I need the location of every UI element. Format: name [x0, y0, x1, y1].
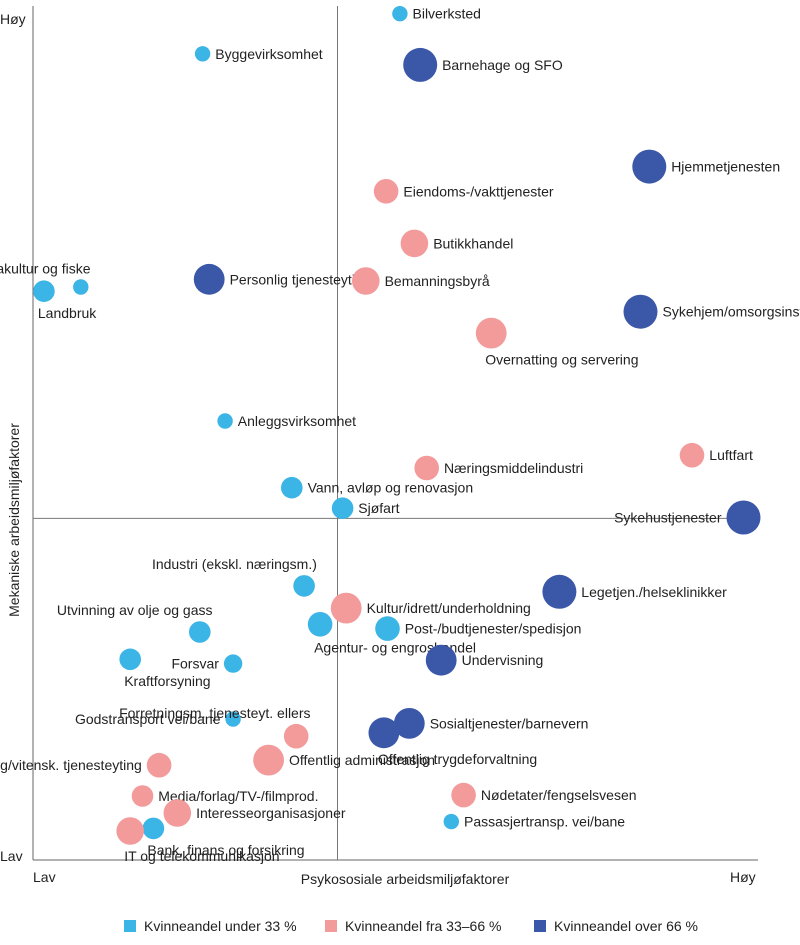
point-label-forsvar: Forsvar	[171, 656, 219, 672]
point-label-byggevirksomhet: Byggevirksomhet	[215, 46, 322, 62]
point-utvinning-av-olje-og-gass	[189, 621, 211, 643]
point-bank-finans-og-forsikring	[142, 817, 165, 840]
point-label-industri-ekskl-næringsm: Industri (ekskl. næringsm.)	[152, 556, 317, 572]
legend-swatch-low	[124, 920, 136, 932]
point-label-godstransport-vei-bane: Godstransport vei/bane	[75, 711, 221, 727]
point-label-landbruk: Landbruk	[38, 305, 97, 321]
legend-swatch-mid	[325, 920, 337, 932]
point-offentlig-administrasjon	[253, 744, 284, 776]
point-eiendoms-vakttjenester	[373, 179, 399, 204]
point-anleggsvirksomhet	[217, 413, 233, 429]
legend-label-mid: Kvinneandel fra 33–66 %	[345, 918, 501, 934]
point-kraftforsyning	[119, 648, 141, 671]
point-interesseorganisasjoner	[163, 799, 192, 827]
y-axis-high-label: Høy	[0, 11, 26, 27]
point-label-sosialtjenester-barnevern: Sosialtjenester/barnevern	[430, 715, 589, 731]
point-label-nødetater-fengselsvesen: Nødetater/fengselsvesen	[481, 787, 637, 803]
point-label-bank-finans-og-forsikring: Bank, finans og forsikring	[147, 842, 304, 858]
point-label-post-budtjenester-spedisjon: Post-/budtjenester/spedisjon	[405, 621, 582, 637]
point-label-vann-avløp-og-renovasjon: Vann, avløp og renovasjon	[308, 480, 474, 496]
point-faglig-vitensk-tjenesteyting	[146, 752, 172, 778]
point-sykehjem-omsorgsinst	[623, 294, 658, 329]
point-it-og-telekommunikasjon	[116, 817, 144, 845]
point-passasjertransp-vei-bane	[443, 813, 459, 830]
point-label-utvinning-av-olje-og-gass: Utvinning av olje og gass	[57, 602, 213, 618]
point-agentur-og-engroshandel	[307, 612, 333, 637]
point-label-eiendoms-vakttjenester: Eiendoms-/vakttjenester	[403, 183, 554, 199]
point-label-passasjertransp-vei-bane: Passasjertransp. vei/bane	[464, 814, 625, 830]
point-label-sykehustjenester: Sykehustjenester	[614, 510, 722, 526]
point-kultur-idrett-underholdning	[330, 592, 362, 624]
point-label-overnatting-og-servering: Overnatting og servering	[485, 352, 638, 368]
point-label-faglig-vitensk-tjenesteyting: Faglig/vitensk. tjenesteyting	[0, 757, 142, 773]
point-næringsmiddelindustri	[414, 455, 440, 481]
point-akvakultur-og-fiske	[73, 279, 89, 295]
point-landbruk	[33, 280, 55, 303]
legend-label-high: Kvinneandel over 66 %	[554, 918, 698, 934]
legend-swatch-high	[534, 920, 546, 932]
point-label-media-forlag-tv-filmprod: Media/forlag/TV-/filmprod.	[158, 788, 318, 804]
point-label-bemanningsbyrå: Bemanningsbyrå	[385, 273, 490, 289]
point-label-interesseorganisasjoner: Interesseorganisasjoner	[196, 805, 346, 821]
point-butikkhandel	[400, 229, 429, 258]
point-label-butikkhandel: Butikkhandel	[433, 235, 513, 251]
legend: Kvinneandel under 33 % Kvinneandel fra 3…	[124, 918, 698, 934]
point-sjøfart	[331, 497, 354, 519]
point-nødetater-fengselsvesen	[451, 782, 476, 808]
point-personlig-tjenesteyting	[193, 263, 225, 295]
point-legetjen-helseklinikker	[542, 574, 577, 609]
point-post-budtjenester-spedisjon	[375, 616, 400, 641]
point-label-sykehjem-omsorgsinst: Sykehjem/omsorgsinst.	[663, 304, 800, 320]
point-label-akvakultur-og-fiske: Akvakultur og fiske	[0, 260, 91, 276]
point-label-offentlig-administrasjon: Offentlig administrasjon	[289, 752, 435, 768]
y-axis-title: Mekaniske arbeidsmiljøfaktorer	[6, 423, 22, 617]
point-label-forretningsm-tjenesteyt-ellers: Forretningsm. tjenesteyt. ellers	[119, 705, 310, 721]
point-industri-ekskl-næringsm	[293, 575, 315, 597]
point-label-kraftforsyning: Kraftforsyning	[124, 673, 210, 689]
point-label-kultur-idrett-underholdning: Kultur/idrett/underholdning	[367, 600, 531, 616]
point-sykehustjenester	[726, 500, 761, 535]
point-label-hjemmetjenesten: Hjemmetjenesten	[671, 159, 780, 175]
point-offentlig-trygdeforvaltning	[368, 717, 400, 749]
x-axis-high-label: Høy	[730, 869, 756, 885]
point-label-barnehage-og-sfo: Barnehage og SFO	[442, 57, 563, 73]
point-label-undervisning: Undervisning	[462, 652, 544, 668]
x-axis-low-label: Lav	[33, 869, 56, 885]
point-vann-avløp-og-renovasjon	[281, 476, 303, 499]
point-label-luftfart: Luftfart	[709, 447, 753, 463]
point-label-legetjen-helseklinikker: Legetjen./helseklinikker	[581, 584, 727, 600]
point-bemanningsbyrå	[352, 267, 380, 295]
point-luftfart	[679, 442, 705, 468]
point-forsvar	[223, 654, 243, 673]
point-label-sjøfart: Sjøfart	[358, 500, 399, 516]
point-bilverksted	[392, 6, 408, 22]
legend-label-low: Kvinneandel under 33 %	[144, 918, 297, 934]
point-undervisning	[425, 644, 457, 676]
y-axis-low-label: Lav	[0, 848, 23, 864]
point-hjemmetjenesten	[632, 149, 667, 184]
point-label-bilverksted: Bilverksted	[413, 6, 481, 22]
data-points: Bilverksted Byggevirksomhet Barnehage og S…	[0, 6, 800, 864]
point-label-offentlig-trygdeforvaltning: Offentlig trygdeforvaltning	[378, 751, 537, 767]
point-barnehage-og-sfo	[403, 47, 438, 82]
point-label-it-og-telekommunikasjon: IT og telekommunikasjon	[124, 848, 279, 864]
point-label-personlig-tjenesteyting: Personlig tjenesteyting	[230, 271, 371, 287]
point-godstransport-vei-bane	[225, 711, 241, 727]
x-axis-title: Psykososiale arbeidsmiljøfaktorer	[301, 871, 510, 887]
point-byggevirksomhet	[194, 46, 211, 62]
point-media-forlag-tv-filmprod	[131, 785, 154, 807]
point-sosialtjenester-barnevern	[393, 708, 425, 739]
point-forretningsm-tjenesteyt-ellers	[283, 723, 309, 749]
point-overnatting-og-servering	[475, 317, 507, 349]
point-label-næringsmiddelindustri: Næringsmiddelindustri	[444, 460, 583, 476]
point-label-anleggsvirksomhet: Anleggsvirksomhet	[238, 413, 356, 429]
